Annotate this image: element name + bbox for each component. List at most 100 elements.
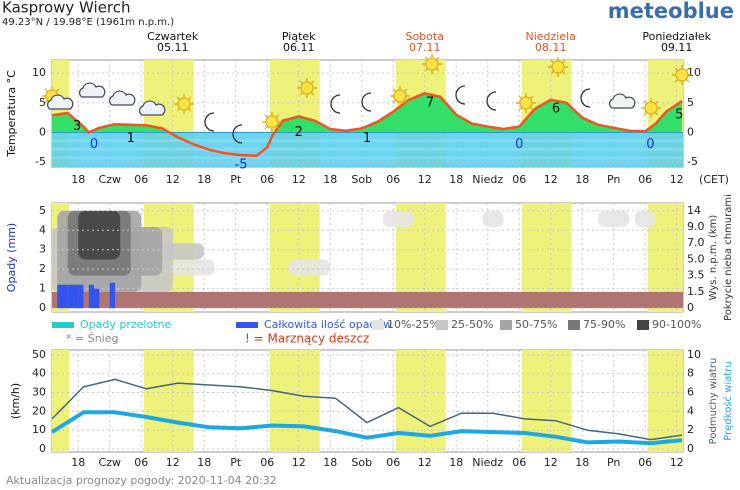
weather-icon	[671, 64, 693, 86]
cloud-cover	[172, 259, 215, 276]
legend-label: Podmuchy wiatru	[708, 358, 719, 445]
precipitation-bar	[93, 288, 100, 309]
y2-axis-title: Wys. n.p.m. (km)	[708, 215, 719, 301]
weather-icon	[547, 56, 569, 78]
cloud-legend-swatch	[436, 320, 448, 330]
cloud-legend-label: 90-100%	[652, 318, 701, 331]
temperature-extreme-label: 0	[90, 137, 98, 152]
x-tick-label: 12	[544, 456, 558, 469]
legend-label: Całkowita ilość opadów	[264, 318, 392, 331]
x-tick-label: 18	[575, 456, 589, 469]
x-tick-label: Pt	[230, 173, 242, 186]
cloud-legend-swatch	[568, 320, 580, 330]
day-name: Czwartek	[147, 30, 199, 43]
x-tick-label: 12	[166, 456, 180, 469]
y2-tick-label: 9.0	[687, 220, 705, 233]
cloud-cover	[162, 243, 205, 260]
x-tick-label: Sob	[351, 456, 372, 469]
cloud-cover	[634, 210, 656, 228]
x-tick-label: Sob	[351, 173, 372, 186]
x-tick-label: 06	[134, 456, 148, 469]
cloud-legend-label: 25-50%	[451, 318, 493, 331]
day-name: Sobota	[405, 30, 443, 43]
y2-tick-label: 8	[687, 367, 694, 380]
precipitation-bar	[57, 284, 63, 309]
x-tick-label: 12	[418, 456, 432, 469]
day-date: 07.11	[409, 41, 441, 54]
logo: meteoblue	[608, 0, 734, 23]
cloud-cover	[288, 259, 331, 276]
y3-axis-title: Pokrycie nieba chmurami	[723, 194, 734, 321]
precipitation-bar	[62, 284, 68, 309]
below-zero-stripe	[52, 139, 683, 143]
cloud-cover	[130, 227, 163, 276]
precipitation-bar	[109, 282, 115, 309]
x-tick-label: 06	[512, 456, 526, 469]
x-tick-label: 18	[71, 456, 85, 469]
cloud-legend-label: 50-75%	[515, 318, 557, 331]
x-tick-label: 12	[670, 456, 684, 469]
x-axis-label: (CET)	[699, 173, 729, 186]
weather-icon	[640, 97, 662, 119]
y2-tick-label: 4	[687, 404, 694, 417]
y-tick-label: 5	[39, 204, 46, 217]
y-tick-label: 5	[39, 96, 46, 109]
cloud-legend-swatch	[637, 320, 649, 330]
x-tick-label: 12	[166, 173, 180, 186]
below-zero-stripe	[52, 156, 683, 160]
y-tick-label: 30	[32, 386, 46, 399]
legend-swatch	[236, 322, 258, 328]
x-tick-label: Pn	[607, 456, 620, 469]
y2-tick-label: 7.0	[687, 236, 705, 249]
update-time: Aktualizacja prognozy pogody: 2020-11-04…	[6, 474, 277, 487]
day-name: Piątek	[282, 30, 316, 43]
day-name: Niedziela	[525, 30, 575, 43]
note: * = Śnieg	[66, 332, 118, 345]
y-tick-label: 1	[39, 282, 46, 295]
temperature-line	[51, 92, 683, 157]
precipitation-bar	[72, 284, 79, 309]
weather-icon	[515, 92, 537, 114]
x-tick-label: 18	[197, 173, 211, 186]
temperature-extreme-label: 7	[426, 95, 434, 110]
y-tick-label: 40	[32, 367, 46, 380]
temperature-area	[52, 93, 682, 133]
y-tick-label: 20	[32, 404, 46, 417]
temperature-extreme-label: 5	[675, 107, 683, 122]
cloud-legend-swatch	[500, 320, 512, 330]
cloud-cover	[597, 210, 630, 228]
location-title: Kasprowy Wierch	[2, 0, 131, 17]
day-date: 05.11	[157, 41, 189, 54]
day-name: Poniedziałek	[642, 30, 711, 43]
low-cloud	[52, 291, 683, 309]
temperature-extreme-label: 6	[552, 101, 560, 116]
y-tick-label: 50	[32, 348, 46, 361]
x-tick-label: 06	[134, 173, 148, 186]
temperature-extreme-label: 3	[73, 119, 81, 134]
y-axis-title: Temperatura °C	[5, 70, 18, 158]
legend-swatch	[52, 322, 74, 328]
y-axis-title: Opady (mm)	[5, 223, 18, 292]
x-tick-label: 18	[449, 173, 463, 186]
cloud-cover	[482, 210, 504, 228]
x-tick-label: 12	[544, 173, 558, 186]
y-tick-label: 10	[32, 66, 46, 79]
day-date: 09.11	[661, 41, 693, 54]
y2-tick-label: 2	[687, 423, 694, 436]
y-axis-title: (km/h)	[9, 383, 22, 419]
x-tick-label: 06	[260, 173, 274, 186]
y-tick-label: 0	[39, 301, 46, 314]
cloud-legend-label: 75-90%	[583, 318, 625, 331]
x-tick-label: 06	[512, 173, 526, 186]
daylight-band	[269, 350, 320, 452]
cloud-legend-label: 10%-25%	[387, 318, 440, 331]
x-tick-label: 06	[260, 456, 274, 469]
temperature-extreme-label: 0	[646, 137, 654, 152]
x-tick-label: 18	[323, 173, 337, 186]
y2-tick-label: 0	[687, 442, 694, 455]
coordinates: 49.23°N / 19.98°E (1961m n.p.m.)	[2, 17, 174, 28]
wind-line	[50, 410, 683, 446]
x-tick-label: Niedz	[472, 173, 503, 186]
temperature-extreme-label: 1	[127, 131, 135, 146]
